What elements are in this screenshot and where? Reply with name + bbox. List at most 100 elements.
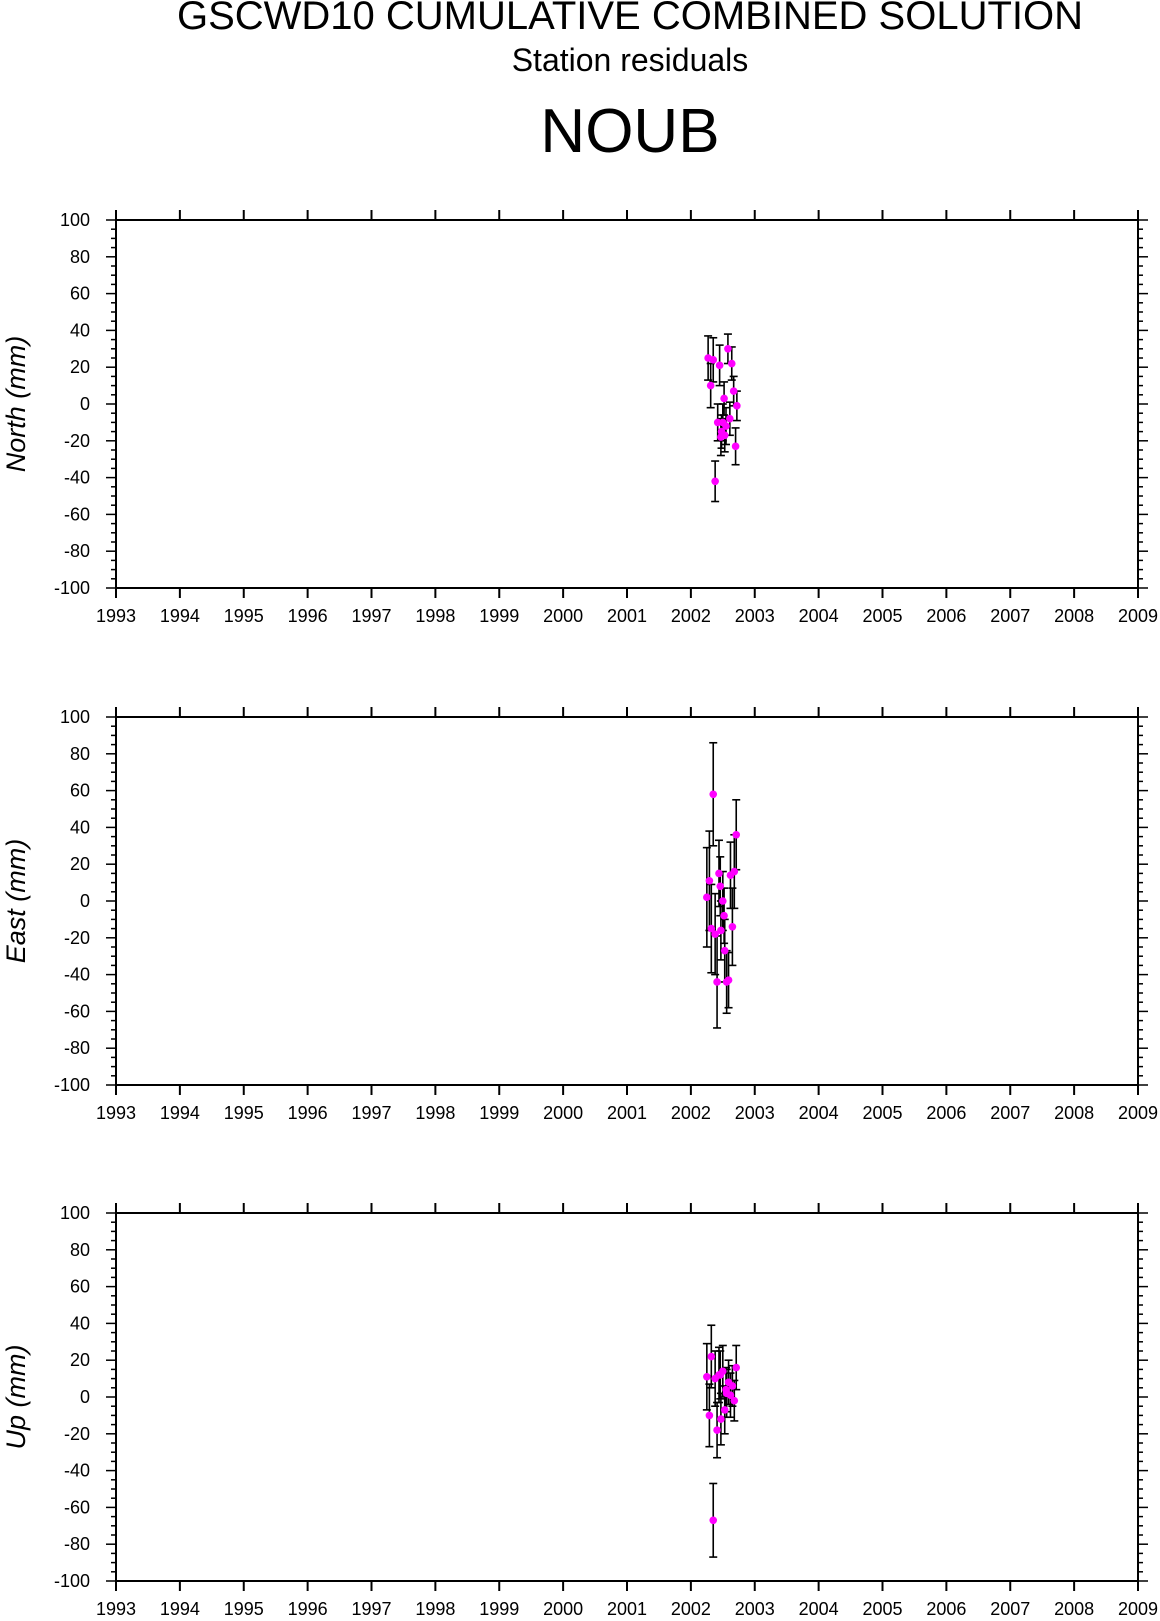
panel-1-xtick-label: 1996	[288, 606, 328, 626]
panel-2-xtick-label: 2002	[671, 1103, 711, 1123]
panel-1-xtick-label: 2003	[735, 606, 775, 626]
panel-1-ytick-label: -40	[64, 468, 90, 488]
panel-1-data-point	[726, 414, 734, 423]
panel-1-frame	[115, 219, 1139, 589]
panel-1-ytick-label: 80	[70, 247, 90, 267]
panel-3-xtick-label: 2000	[543, 1599, 583, 1619]
panel-3-xtick-label: 1996	[288, 1599, 328, 1619]
panel-2-ytick-label: -40	[64, 965, 90, 985]
panel-1-ytick-label: -60	[64, 504, 90, 524]
panel-1-ytick-label: 100	[60, 210, 90, 230]
panel-3-data-point	[703, 1372, 711, 1381]
panel-2-xtick-label: 2007	[990, 1103, 1030, 1123]
panel-2-data-point	[703, 893, 711, 902]
panel-2-xtick-label: 2009	[1118, 1103, 1158, 1123]
panel-1-xtick-label: 2007	[990, 606, 1030, 626]
panel-3-xtick-label: 2005	[862, 1599, 902, 1619]
panel-3-xtick-label: 2001	[607, 1599, 647, 1619]
panel-2-ytick-label: 0	[80, 891, 90, 911]
panel-3-ytick-label: 100	[60, 1203, 90, 1223]
panel-2-xtick-label: 2004	[799, 1103, 839, 1123]
panel-1-xtick-label: 2008	[1054, 606, 1094, 626]
panel-1-ytick-label: 20	[70, 357, 90, 377]
panel-1-data-point	[724, 345, 732, 353]
panel-2-xtick-label: 1995	[224, 1103, 264, 1123]
panel-2-ytick-label: -100	[54, 1075, 90, 1095]
panel-3-ytick-label: 60	[70, 1277, 90, 1297]
panel-1-xtick-label: 1993	[96, 606, 136, 626]
panel-2-ytick-label: 100	[60, 707, 90, 727]
panel-2-data-point	[724, 976, 733, 984]
panel-3-data-point	[720, 1406, 729, 1414]
panel-3-ytick-label: -100	[54, 1571, 90, 1591]
panel-3-data-point	[713, 1426, 721, 1434]
panel-2-ytick-label: 80	[70, 744, 90, 764]
panel-3-data-point	[705, 1411, 714, 1420]
panel-2-data-point	[730, 867, 739, 876]
panel-3-xtick-label: 2008	[1054, 1599, 1094, 1619]
panel-3-ytick-label: -60	[64, 1497, 90, 1517]
panel-1-xtick-label: 2002	[671, 606, 711, 626]
panel-1-xtick-label: 1995	[224, 606, 264, 626]
panel-3-data-point	[730, 1396, 739, 1405]
panel-3-xtick-label: 2009	[1118, 1599, 1158, 1619]
panel-1-data-point	[706, 381, 715, 390]
panel-2-ylabel: East (mm)	[1, 839, 31, 964]
panel-1-xtick-label: 2000	[543, 606, 583, 626]
panel-2-data-point	[713, 978, 721, 986]
panel-1-xtick-label: 2006	[926, 606, 966, 626]
panel-1-data-point	[729, 387, 738, 395]
panel-1-data-point	[715, 361, 724, 370]
panel-2-xtick-label: 1998	[415, 1103, 455, 1123]
panel-2-xtick-label: 2001	[607, 1103, 647, 1123]
panel-2-data-point	[715, 869, 723, 878]
panel-2-data-point	[709, 790, 718, 799]
station-name: NOUB	[540, 97, 720, 166]
panel-1-ytick-label: 40	[70, 320, 90, 340]
panel-3-xtick-label: 2007	[990, 1599, 1030, 1619]
panel-3-xtick-label: 2004	[799, 1599, 839, 1619]
panel-2-data-point	[728, 922, 737, 931]
panel-2-xtick-label: 2005	[862, 1103, 902, 1123]
panel-1-ytick-label: 60	[70, 284, 90, 304]
panel-1-xtick-label: 1998	[415, 606, 455, 626]
panel-3-xtick-label: 2002	[671, 1599, 711, 1619]
panel-3-xtick-label: 1997	[351, 1599, 391, 1619]
panel-2-xtick-label: 2006	[926, 1103, 966, 1123]
panel-1-data-point	[711, 477, 719, 486]
panel-1-data-point	[722, 422, 730, 430]
panel-1-ytick-label: -100	[54, 578, 90, 598]
panel-1-data-point	[731, 442, 740, 451]
panel-3-xtick-label: 1994	[160, 1599, 200, 1619]
panel-2-data-point	[716, 882, 725, 891]
panel-1-xtick-label: 2005	[862, 606, 902, 626]
panel-3-ytick-label: -80	[64, 1534, 90, 1554]
panel-3-ytick-label: 0	[80, 1387, 90, 1407]
panel-3-ylabel: Up (mm)	[1, 1345, 31, 1450]
panel-2-frame	[115, 716, 1139, 1086]
panel-2-data-point	[719, 897, 727, 905]
panel-3-xtick-label: 1999	[479, 1599, 519, 1619]
panel-3-data-point	[716, 1371, 725, 1379]
panel-2-xtick-label: 2000	[543, 1103, 583, 1123]
panel-2-ytick-label: 40	[70, 817, 90, 837]
panel-2-xtick-label: 2008	[1054, 1103, 1094, 1123]
panel-1-data-point	[727, 359, 736, 368]
panel-2-ytick-label: 60	[70, 781, 90, 801]
panel-1-xtick-label: 1997	[351, 606, 391, 626]
panel-2-data-point	[711, 930, 719, 938]
panel-3-data-point	[707, 1352, 716, 1361]
panel-2-xtick-label: 1997	[351, 1103, 391, 1123]
panel-1-data-point	[720, 431, 729, 440]
panel-3-xtick-label: 1998	[415, 1599, 455, 1619]
panel-1-xtick-label: 1999	[479, 606, 519, 626]
chart-subtitle: Station residuals	[511, 42, 749, 78]
panel-2-ytick-label: -80	[64, 1038, 90, 1058]
panel-1-xtick-label: 2009	[1118, 606, 1158, 626]
panel-3-xtick-label: 2003	[735, 1599, 775, 1619]
panel-3-data-point	[728, 1382, 737, 1390]
panel-3-data-point	[717, 1415, 725, 1423]
panel-1-data-point	[720, 394, 728, 403]
panel-1-ytick-label: -20	[64, 431, 90, 451]
